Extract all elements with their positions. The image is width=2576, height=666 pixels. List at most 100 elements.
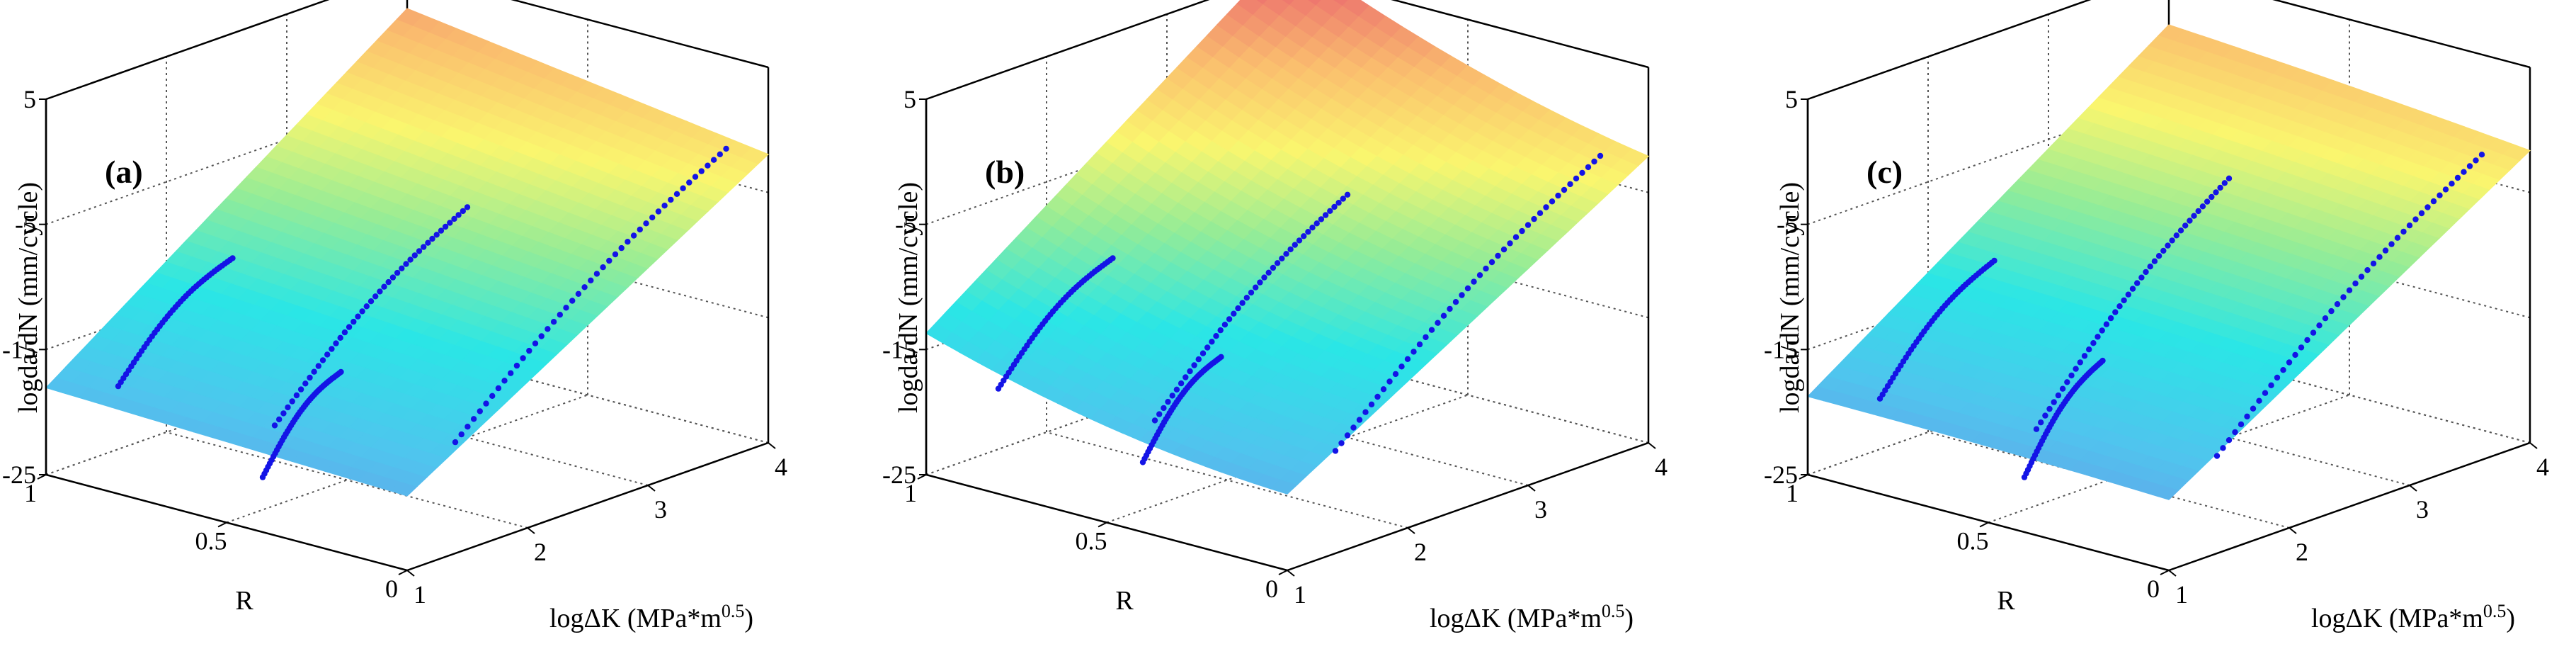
data-marker — [2213, 453, 2221, 459]
data-marker — [705, 162, 711, 169]
x-tick-label: 2 — [2296, 538, 2308, 566]
data-marker — [280, 410, 287, 417]
data-marker — [2388, 241, 2395, 247]
data-marker — [359, 308, 365, 315]
data-marker — [1187, 368, 1193, 375]
data-marker — [470, 416, 477, 422]
data-marker — [1239, 300, 1246, 306]
data-marker — [2099, 327, 2105, 334]
data-marker — [1191, 362, 1197, 368]
data-marker — [2449, 181, 2455, 187]
data-marker — [1332, 448, 1339, 454]
data-marker — [1279, 255, 1285, 261]
data-marker — [329, 346, 335, 352]
surface-patch — [1308, 0, 1323, 6]
data-marker — [1483, 265, 1489, 272]
data-marker — [2103, 321, 2110, 327]
data-marker — [2262, 390, 2269, 396]
surface-patch — [1333, 0, 1350, 6]
data-marker — [1301, 233, 1307, 239]
data-marker — [2454, 174, 2461, 181]
data-marker — [2138, 274, 2145, 281]
surface-patch — [1621, 148, 1650, 166]
z-tick-label: -15 — [1764, 335, 1798, 363]
data-marker — [2195, 208, 2201, 215]
x-axis-label: logΔK (MPa*m0.5) — [2311, 601, 2515, 634]
y-tick-label: 0 — [385, 575, 398, 603]
data-marker — [1464, 285, 1471, 292]
data-marker — [2125, 291, 2131, 298]
data-marker — [1257, 279, 1263, 286]
data-marker — [1182, 374, 1189, 380]
data-marker — [2412, 216, 2419, 222]
data-marker — [1165, 398, 1171, 405]
data-marker — [489, 393, 496, 399]
data-marker — [2177, 227, 2184, 234]
data-marker — [1335, 200, 1342, 206]
data-marker — [526, 347, 532, 354]
data-marker — [1350, 424, 1357, 431]
data-marker — [2077, 359, 2083, 366]
data-marker — [1218, 354, 1224, 360]
data-marker — [581, 284, 588, 290]
data-marker — [2042, 412, 2048, 419]
data-marker — [1435, 320, 1441, 326]
data-marker — [2121, 297, 2127, 304]
data-marker — [416, 248, 423, 254]
data-marker — [2358, 273, 2365, 280]
data-marker — [2478, 152, 2485, 158]
data-marker — [1344, 191, 1351, 198]
data-marker — [276, 416, 283, 423]
y-tick-label: 1 — [1786, 479, 1799, 507]
data-marker — [1305, 229, 1311, 235]
data-marker — [637, 226, 643, 233]
data-marker — [2442, 186, 2449, 193]
data-marker — [2364, 267, 2371, 273]
data-marker — [557, 312, 563, 318]
data-marker — [1248, 289, 1255, 296]
data-marker — [2160, 247, 2167, 254]
data-marker — [372, 293, 379, 300]
data-marker — [1392, 371, 1399, 378]
y-tick — [398, 570, 408, 575]
data-marker — [2116, 303, 2123, 310]
data-marker — [346, 324, 353, 330]
data-marker — [1452, 299, 1459, 305]
data-marker — [2346, 287, 2353, 293]
panel-label-a: (a) — [105, 154, 143, 190]
y-tick — [217, 521, 227, 528]
data-marker — [1169, 393, 1175, 399]
axis-line — [1287, 441, 1649, 572]
z-tick-label: -25 — [2, 461, 36, 489]
data-marker — [2394, 235, 2401, 241]
data-marker — [1991, 257, 1997, 264]
data-marker — [2107, 315, 2114, 322]
data-marker — [1253, 284, 1259, 290]
data-marker — [302, 380, 309, 387]
y-tick — [1098, 521, 1107, 528]
data-marker — [2068, 372, 2075, 379]
data-marker — [1309, 225, 1316, 231]
x-tick — [647, 485, 656, 492]
data-marker — [1597, 152, 1604, 159]
data-marker — [341, 329, 348, 336]
data-marker — [1226, 316, 1233, 322]
y-tick-label: 0.5 — [1076, 527, 1107, 555]
data-marker — [698, 168, 705, 174]
data-marker — [403, 261, 409, 267]
data-marker — [1440, 312, 1447, 319]
data-marker — [1561, 186, 1568, 193]
data-marker — [692, 174, 699, 180]
z-tick-label: -5 — [1777, 210, 1798, 239]
data-marker — [337, 334, 343, 341]
data-marker — [2051, 399, 2057, 405]
data-marker — [717, 151, 723, 157]
data-marker — [2221, 180, 2228, 186]
data-marker — [1507, 240, 1513, 247]
data-marker — [447, 220, 453, 226]
x-tick-label: 1 — [1294, 580, 1306, 609]
data-marker — [2406, 222, 2413, 229]
x-tick-label: 2 — [534, 538, 547, 566]
data-marker — [2099, 357, 2106, 364]
